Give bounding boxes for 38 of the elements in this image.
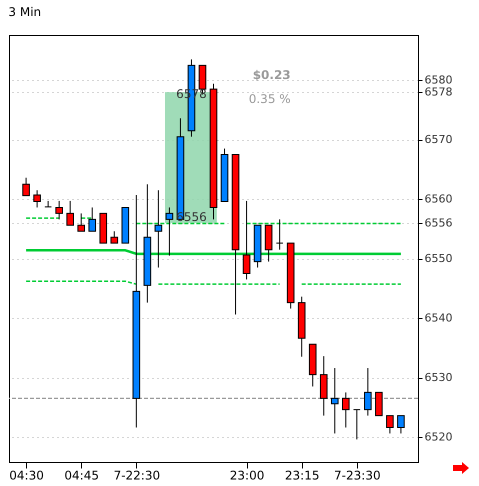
candlestick [66, 200, 74, 226]
y-tick-label: 6580 [424, 74, 452, 87]
candlestick [22, 177, 30, 196]
candlestick [242, 200, 250, 280]
candlestick [320, 356, 328, 416]
candlestick [33, 190, 41, 208]
candlestick [386, 415, 394, 434]
candlestick [77, 212, 86, 232]
y-tick-label: 6578 [424, 86, 452, 99]
candlestick [166, 206, 174, 256]
candlestick [353, 409, 361, 440]
y-tick-label: 6540 [424, 312, 452, 325]
x-tick-label: 23:15 [284, 468, 320, 482]
x-tick-label: 7-22:30 [114, 468, 160, 482]
x-tick-label: 23:00 [230, 468, 264, 482]
candlestick [397, 415, 405, 434]
y-tick-label: 6520 [424, 430, 452, 444]
y-tick-label: 6550 [424, 252, 452, 266]
candlestick [44, 200, 52, 208]
annotation: 0.35 % [248, 92, 291, 106]
x-tick-label: 04:30 [9, 468, 44, 482]
y-tick-label: 6556 [424, 216, 452, 230]
x-tick-label: 7-23:30 [334, 468, 381, 482]
x-tick-label: 04:45 [64, 468, 100, 482]
chart-title: 3 Min [8, 5, 42, 19]
candlestick [375, 392, 383, 416]
candlestick [364, 368, 372, 416]
candlestick [330, 368, 339, 434]
candlestick [276, 218, 284, 250]
candlestick [154, 190, 162, 268]
y-tick-label: 6530 [424, 371, 452, 384]
candlestick [88, 206, 96, 232]
annotation: $0.23 [252, 68, 291, 82]
candlestick [110, 230, 118, 244]
y-tick-label: 6570 [424, 133, 452, 146]
candlestick [342, 392, 350, 428]
y-tick-label: 6560 [424, 192, 452, 206]
candlestick [55, 200, 63, 220]
